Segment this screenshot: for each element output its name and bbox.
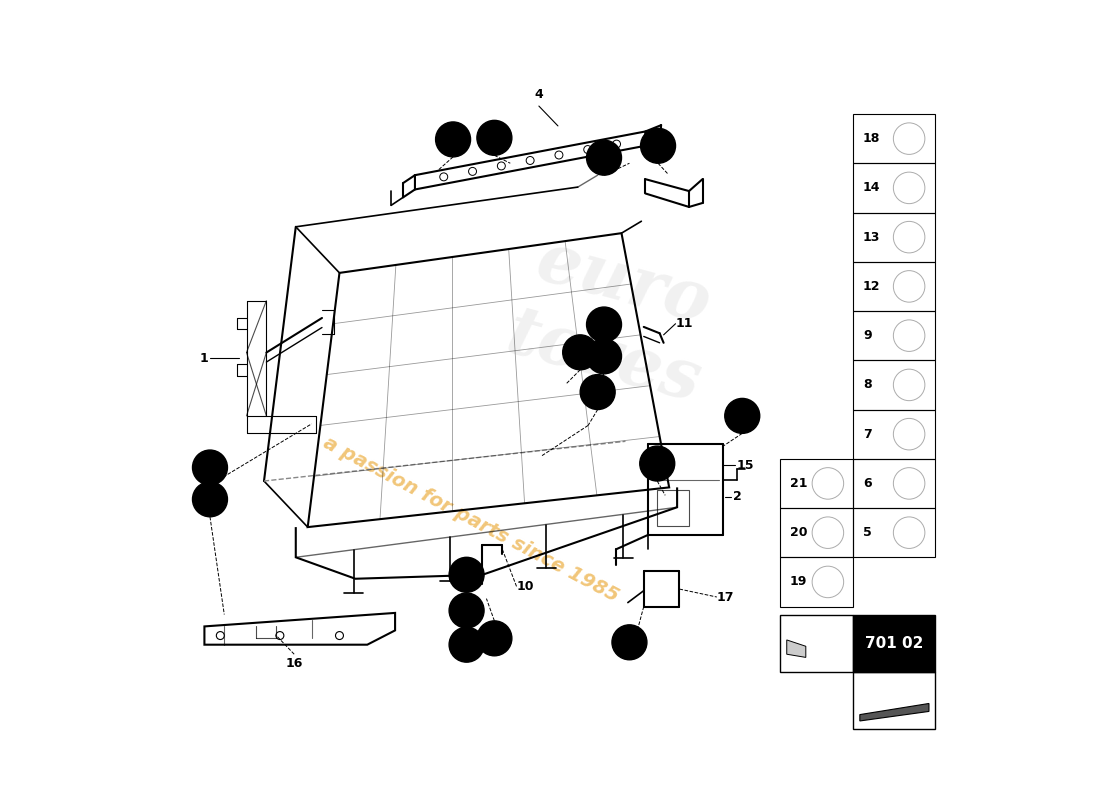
- Text: 12: 12: [864, 280, 880, 293]
- Circle shape: [580, 374, 615, 410]
- Text: 21: 21: [790, 477, 807, 490]
- Text: 6: 6: [864, 477, 871, 490]
- Circle shape: [477, 621, 512, 656]
- Text: 20: 20: [790, 526, 807, 539]
- Text: 6: 6: [601, 153, 608, 162]
- Text: 19: 19: [790, 575, 807, 589]
- Text: 14: 14: [202, 462, 218, 473]
- Polygon shape: [786, 640, 806, 658]
- Bar: [854, 508, 935, 558]
- Bar: [780, 458, 854, 508]
- Text: 13: 13: [864, 230, 880, 244]
- Text: 14: 14: [590, 387, 605, 397]
- Circle shape: [586, 307, 622, 342]
- Text: 18: 18: [864, 132, 880, 145]
- Text: 20: 20: [202, 494, 218, 504]
- Text: 7: 7: [654, 141, 662, 150]
- Text: 8: 8: [463, 570, 471, 580]
- Text: 21: 21: [486, 634, 502, 643]
- Bar: [854, 163, 935, 213]
- Circle shape: [449, 558, 484, 592]
- Circle shape: [640, 128, 675, 163]
- Text: 11: 11: [675, 318, 693, 330]
- Text: 701 02: 701 02: [866, 636, 924, 650]
- Bar: [854, 614, 935, 672]
- Bar: [780, 614, 854, 672]
- Circle shape: [192, 482, 228, 517]
- Circle shape: [612, 625, 647, 660]
- Text: 7: 7: [491, 133, 498, 143]
- Text: euro
tores: euro tores: [498, 225, 728, 417]
- Bar: [854, 410, 935, 458]
- Circle shape: [725, 398, 760, 434]
- Text: 15: 15: [737, 458, 755, 472]
- Text: 2: 2: [733, 490, 741, 503]
- Text: 9: 9: [864, 329, 871, 342]
- Circle shape: [640, 446, 674, 481]
- Text: 12: 12: [572, 347, 587, 358]
- Text: 7: 7: [738, 411, 746, 421]
- Text: 4: 4: [535, 88, 543, 102]
- Circle shape: [586, 140, 622, 175]
- Bar: [854, 114, 935, 163]
- Text: 1: 1: [200, 352, 209, 365]
- Bar: [854, 360, 935, 410]
- Polygon shape: [860, 703, 928, 721]
- Circle shape: [449, 627, 484, 662]
- Text: 14: 14: [864, 182, 880, 194]
- Circle shape: [563, 335, 597, 370]
- Text: 5: 5: [864, 526, 872, 539]
- Circle shape: [192, 450, 228, 485]
- Text: 18: 18: [621, 638, 637, 647]
- Text: 5: 5: [449, 134, 456, 145]
- Bar: [854, 672, 935, 729]
- Text: a passion for parts since 1985: a passion for parts since 1985: [320, 433, 622, 606]
- Text: 5: 5: [653, 458, 661, 469]
- Bar: [658, 490, 689, 526]
- Text: 19: 19: [596, 351, 612, 362]
- Text: 3: 3: [648, 146, 656, 159]
- Bar: [854, 213, 935, 262]
- Circle shape: [449, 593, 484, 628]
- Circle shape: [477, 120, 512, 155]
- Text: 8: 8: [864, 378, 871, 391]
- Bar: [854, 262, 935, 311]
- Text: 9: 9: [463, 606, 471, 615]
- Bar: [780, 558, 854, 606]
- Text: 10: 10: [517, 580, 535, 593]
- Text: 8: 8: [463, 640, 471, 650]
- Bar: [780, 508, 854, 558]
- Circle shape: [586, 339, 622, 374]
- Bar: [854, 458, 935, 508]
- Text: 13: 13: [596, 319, 612, 330]
- Text: 17: 17: [717, 590, 735, 603]
- Text: 7: 7: [864, 428, 872, 441]
- Text: 16: 16: [286, 658, 302, 670]
- Bar: [854, 311, 935, 360]
- Circle shape: [436, 122, 471, 157]
